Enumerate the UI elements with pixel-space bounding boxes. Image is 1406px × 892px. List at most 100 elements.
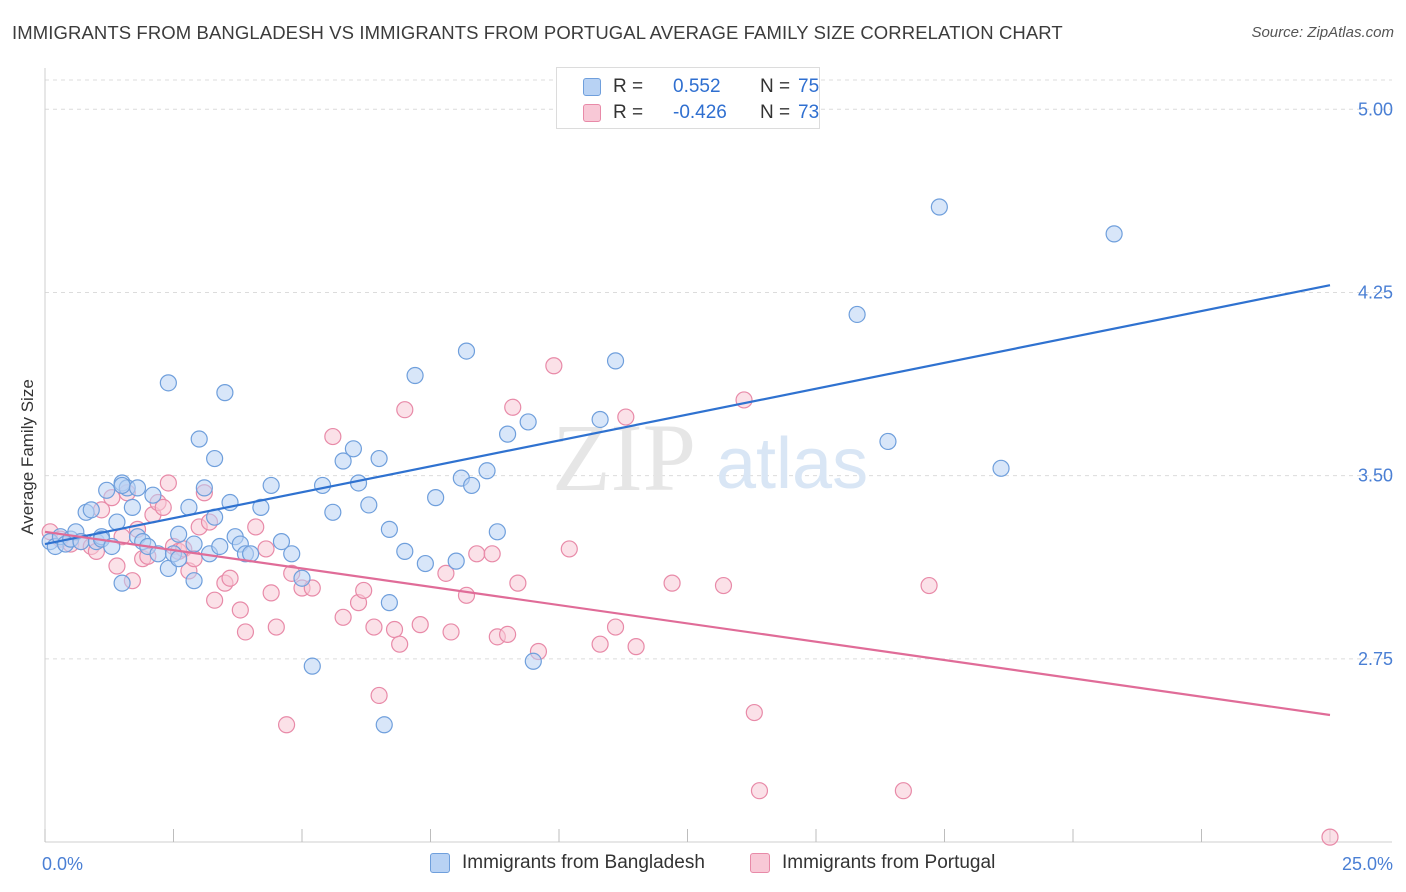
point-portugal (920, 576, 938, 595)
point-bangladesh (170, 550, 188, 568)
point-portugal (714, 576, 733, 595)
series-bangladesh-points (41, 198, 1123, 734)
point-portugal (627, 638, 645, 656)
point-bangladesh (293, 569, 311, 587)
point-portugal (236, 623, 255, 641)
point-portugal (391, 635, 409, 653)
point-bangladesh (848, 305, 866, 324)
legend-swatch-bangladesh (583, 78, 601, 96)
point-portugal (355, 581, 373, 600)
point-bangladesh (447, 552, 465, 570)
point-bangladesh (185, 572, 203, 590)
point-portugal (334, 608, 352, 626)
x-tick-label: 0.0% (42, 854, 83, 874)
point-portugal (617, 408, 635, 426)
point-bangladesh (427, 489, 445, 507)
legend-label-bangladesh: Immigrants from Bangladesh (462, 852, 705, 873)
point-bangladesh (992, 459, 1010, 477)
point-portugal (206, 591, 224, 609)
x-tick-label: 25.0% (1342, 854, 1393, 874)
chart-source: Source: ZipAtlas.com (1251, 24, 1394, 41)
point-bangladesh (334, 452, 352, 470)
point-bangladesh (211, 537, 229, 556)
point-bangladesh (144, 486, 162, 504)
series-legend: Immigrants from Bangladesh Immigrants fr… (0, 850, 1406, 878)
point-bangladesh (98, 481, 116, 499)
point-bangladesh (216, 384, 234, 402)
point-bangladesh (375, 716, 393, 734)
point-portugal (442, 623, 460, 641)
point-bangladesh (113, 574, 131, 592)
point-bangladesh (488, 523, 506, 541)
point-portugal (591, 635, 609, 653)
point-portugal (108, 557, 126, 575)
watermark-atlas: atlas (716, 424, 868, 504)
legend-n-value: 73 (798, 102, 820, 123)
point-portugal (606, 618, 625, 636)
point-portugal (509, 574, 527, 592)
point-bangladesh (272, 532, 291, 551)
point-bangladesh (360, 496, 378, 514)
y-tick-label: 4.25 (1358, 282, 1393, 302)
chart-title: IMMIGRANTS FROM BANGLADESH VS IMMIGRANTS… (12, 22, 1063, 43)
legend-label-portugal: Immigrants from Portugal (782, 852, 996, 873)
point-bangladesh (303, 657, 321, 675)
point-bangladesh (1105, 225, 1123, 243)
point-portugal (277, 716, 296, 734)
legend-r-label: R = (613, 102, 644, 123)
point-bangladesh (457, 342, 476, 360)
trend-line-bangladesh (44, 284, 1331, 546)
point-portugal (545, 357, 563, 375)
y-tick-labels: 5.00 4.25 3.50 2.75 (1358, 99, 1393, 669)
gridlines (45, 79, 1392, 660)
trend-line-portugal (44, 530, 1331, 717)
point-portugal (499, 625, 517, 644)
point-portugal (262, 584, 280, 602)
point-bangladesh (930, 198, 948, 216)
y-axis-label: Average Family Size (18, 379, 37, 535)
point-bangladesh (185, 535, 203, 553)
point-portugal (560, 540, 578, 558)
legend-r-value: 0.552 (673, 76, 721, 97)
trend-lines (44, 284, 1331, 717)
point-bangladesh (406, 366, 424, 385)
point-bangladesh (606, 352, 625, 370)
legend-n-label: N = (760, 102, 791, 123)
point-bangladesh (159, 374, 177, 392)
point-bangladesh (524, 652, 542, 670)
point-bangladesh (206, 449, 224, 468)
point-bangladesh (113, 476, 131, 495)
point-portugal (324, 427, 342, 446)
watermark: ZIP atlas (552, 404, 868, 511)
point-portugal (1321, 828, 1339, 846)
point-portugal (504, 398, 522, 416)
legend-n-value: 75 (798, 76, 820, 97)
point-portugal (468, 545, 486, 563)
point-portugal (735, 391, 753, 409)
point-bangladesh (82, 501, 100, 519)
legend-swatch-bangladesh (430, 853, 450, 873)
y-tick-label: 3.50 (1358, 466, 1393, 486)
legend-swatch-portugal (583, 104, 601, 122)
point-portugal (267, 618, 285, 636)
point-portugal (411, 616, 429, 634)
axes (44, 68, 1392, 843)
point-portugal (385, 620, 404, 639)
series-portugal-points (41, 357, 1339, 846)
point-bangladesh (123, 498, 141, 517)
point-portugal (365, 618, 383, 636)
point-portugal (457, 586, 476, 604)
point-portugal (663, 574, 681, 592)
point-bangladesh (370, 449, 388, 468)
point-portugal (894, 782, 912, 800)
point-bangladesh (313, 476, 332, 495)
point-portugal (745, 703, 763, 722)
point-bangladesh (499, 425, 517, 443)
y-tick-label: 5.00 (1358, 99, 1393, 119)
point-bangladesh (283, 545, 301, 563)
point-portugal (247, 518, 265, 536)
point-bangladesh (380, 520, 398, 538)
point-portugal (437, 564, 455, 582)
point-portugal (159, 474, 177, 492)
